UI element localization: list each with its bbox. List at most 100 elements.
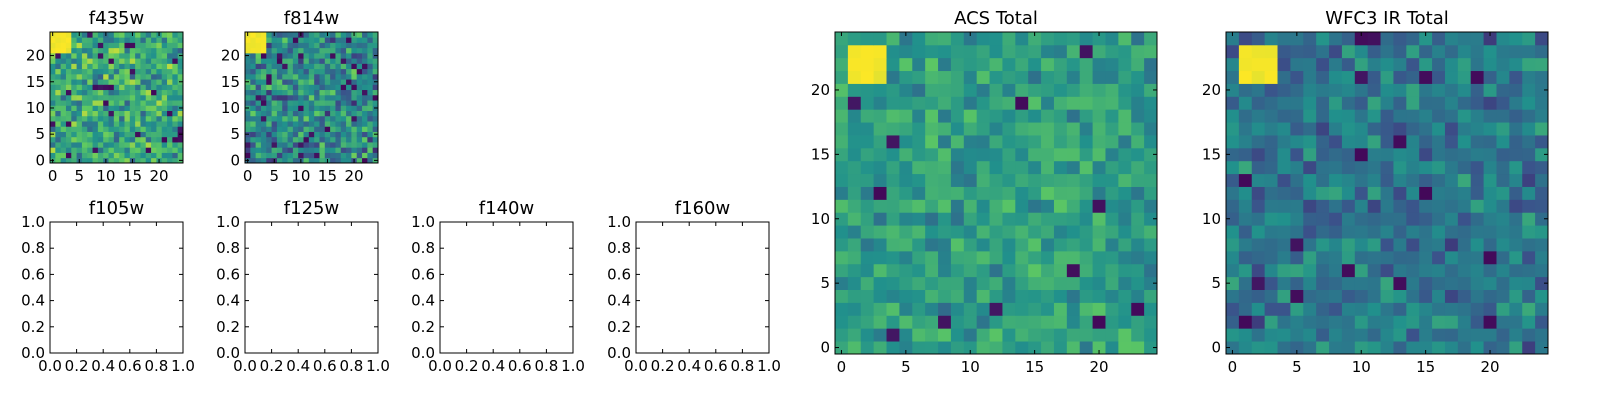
heatmap-cell	[97, 142, 104, 148]
heatmap-cell	[271, 142, 278, 148]
heatmap-cell	[1105, 341, 1119, 355]
heatmap-cell	[1432, 225, 1446, 239]
heatmap-cell	[1290, 109, 1304, 123]
heatmap-cell	[1419, 302, 1433, 316]
heatmap-cell	[1341, 263, 1356, 278]
heatmap-cell	[356, 94, 363, 101]
heatmap-cell	[1105, 225, 1119, 239]
heatmap-cell	[314, 152, 320, 159]
heatmap-cell	[55, 79, 62, 85]
heatmap-cell	[1354, 212, 1369, 226]
heatmap-cell	[308, 79, 315, 85]
heatmap-cell	[129, 147, 136, 153]
heatmap-cell	[1406, 44, 1420, 59]
axes-frame	[635, 221, 770, 354]
heatmap-cell	[938, 109, 952, 123]
heatmap-cell	[292, 89, 299, 96]
heatmap-cell	[113, 142, 120, 148]
heatmap-cell	[1264, 302, 1278, 316]
heatmap-cell	[172, 58, 179, 64]
heatmap-cell	[1144, 57, 1158, 72]
heatmap-cell	[1105, 289, 1119, 303]
heatmap-cell	[873, 57, 887, 72]
heatmap-cell	[140, 142, 147, 148]
heatmap-cell	[1277, 186, 1291, 200]
heatmap-cell	[835, 173, 849, 187]
heatmap-cell	[847, 32, 862, 46]
heatmap-cell	[65, 79, 72, 85]
heatmap-cell	[1341, 109, 1356, 123]
heatmap-cell	[367, 136, 374, 143]
y-tick-label: 20	[811, 81, 830, 99]
heatmap-cell	[1131, 302, 1145, 316]
heatmap-cell	[60, 147, 67, 153]
y-tick-label: 20	[1202, 81, 1221, 99]
heatmap-cell	[1041, 212, 1055, 226]
heatmap-cell	[1393, 186, 1407, 200]
heatmap-cell	[335, 42, 342, 49]
heatmap-cell	[351, 42, 358, 49]
heatmap-cell	[1290, 32, 1304, 46]
heatmap-cell	[847, 341, 862, 355]
heatmap-cell	[271, 136, 278, 143]
heatmap-cell	[1303, 302, 1317, 316]
heatmap-cell	[287, 157, 294, 164]
y-tick-label: 5	[820, 274, 830, 292]
heatmap-cell	[356, 89, 363, 96]
heatmap-cell	[1226, 147, 1240, 162]
heatmap-cell	[1118, 263, 1132, 278]
heatmap-cell	[135, 94, 141, 101]
heatmap-cell	[1470, 341, 1484, 355]
heatmap-cell	[925, 160, 939, 175]
heatmap-cell	[71, 63, 77, 70]
heatmap-cell	[330, 94, 336, 101]
heatmap-cell	[1329, 263, 1343, 278]
heatmap-cell	[92, 147, 99, 153]
heatmap-cell	[76, 147, 83, 153]
heatmap-cell	[145, 73, 152, 80]
heatmap-cell	[1367, 83, 1381, 97]
heatmap-cell	[303, 136, 310, 143]
heatmap-cell	[55, 63, 62, 70]
heatmap-cell	[1329, 109, 1343, 123]
heatmap-cell	[351, 89, 358, 96]
heatmap-cell	[340, 100, 347, 106]
heatmap-cell	[1079, 44, 1093, 59]
heatmap-cell	[276, 52, 283, 59]
heatmap-cell	[1303, 250, 1317, 265]
heatmap-cell	[989, 289, 1003, 303]
heatmap-cell	[1251, 122, 1266, 136]
heatmap-cell	[145, 152, 152, 159]
heatmap-cell	[1354, 315, 1369, 329]
heatmap-cell	[119, 52, 125, 59]
heatmap-cell	[1496, 147, 1510, 162]
heatmap-cell	[847, 186, 862, 200]
heatmap-cell	[367, 121, 374, 127]
heatmap-cell	[330, 157, 336, 164]
heatmap-cell	[886, 186, 900, 200]
heatmap-cell	[1131, 328, 1145, 342]
heatmap-cell	[1406, 70, 1420, 84]
x-tick-label: 1.0	[366, 357, 390, 375]
heatmap-cell	[1303, 289, 1317, 303]
heatmap-cell	[351, 63, 358, 70]
heatmap-cell	[925, 263, 939, 278]
heatmap-cell	[276, 152, 283, 159]
heatmap-cell	[1535, 147, 1549, 162]
heatmap-cell	[1406, 250, 1420, 265]
y-tick-label: 0.2	[216, 318, 240, 336]
heatmap-cell	[71, 121, 77, 127]
heatmap-cell	[1144, 96, 1158, 110]
heatmap-cell	[124, 79, 131, 85]
heatmap-cell	[899, 96, 913, 110]
heatmap-cell	[161, 105, 168, 111]
heatmap-cell	[1303, 57, 1317, 72]
heatmap-cell	[324, 52, 331, 59]
heatmap-cell	[372, 37, 379, 43]
heatmap-cell	[60, 131, 67, 138]
heatmap-cell	[124, 58, 131, 64]
heatmap-cell	[140, 157, 147, 164]
heatmap-cell	[950, 173, 965, 187]
heatmap-cell	[873, 199, 887, 213]
